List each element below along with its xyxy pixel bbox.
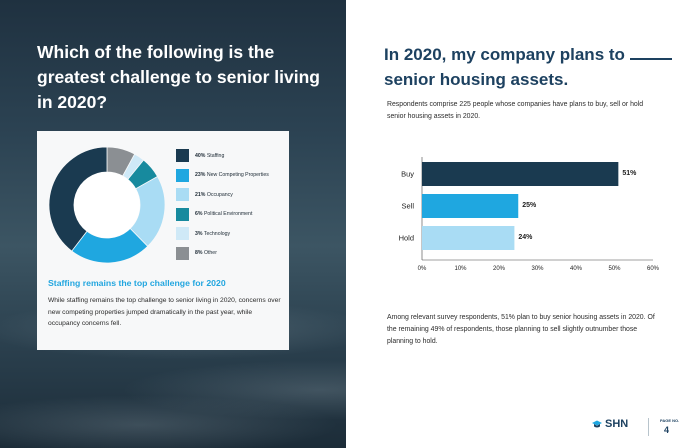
legend-item: 8% Other [176,246,269,260]
value-label: 25% [522,202,537,209]
legend-item: 40% Staffing [176,149,269,162]
donut-legend: 40% Staffing 23% New Competing Properties… [176,149,269,266]
card-body: While staffing remains the top challenge… [48,297,281,327]
chart-card: 40% Staffing 23% New Competing Properties… [37,131,289,350]
legend-percent: 21% [195,191,206,198]
legend-percent: 23% [195,172,206,178]
heading-line-2: senior housing assets. [384,70,569,89]
graduation-cap-icon [592,420,602,428]
category-label: Hold [399,234,414,243]
category-label: Buy [401,170,414,179]
right-heading: In 2020, my company plans to senior hous… [384,42,672,92]
legend-label: 23% New Competing Properties [195,172,269,178]
legend-percent: 8% [195,250,203,256]
legend-item: 6% Political Environment [176,207,269,221]
donut-chart [48,146,166,264]
donut-hole [74,172,140,238]
category-label: Sell [401,202,414,211]
page-label: PAGE NO. [660,418,680,423]
x-tick-label: 10% [454,266,467,272]
legend-item: 21% Occupancy [176,188,269,201]
left-panel: Which of the following is the greatest c… [0,0,346,448]
legend-item: 3% Technology [176,227,269,240]
legend-swatch [176,207,189,221]
card-heading: Staffing remains the top challenge for 2… [48,278,226,288]
value-label: 24% [518,234,533,241]
legend-label: 6% Political Environment [195,211,253,217]
legend-label: 40% Staffing [195,152,225,159]
shn-logo: SHN [592,418,628,430]
bar-hold [422,226,515,250]
legend-swatch [176,168,189,182]
legend-percent: 6% [195,211,203,217]
x-tick-label: 20% [493,266,506,272]
x-tick-label: 40% [570,266,583,272]
bar-sell [422,194,519,218]
legend-swatch [176,149,189,162]
x-tick-label: 0% [418,266,427,272]
legend-swatch [176,246,189,260]
legend-label: 21% Occupancy [195,191,233,198]
x-tick-label: 50% [608,266,621,272]
page-number: 4 [664,425,670,435]
legend-swatch [176,188,189,201]
legend-percent: 3% [195,230,203,237]
wave-decoration [0,395,340,448]
legend-item: 23% New Competing Properties [176,168,269,182]
bar-buy [422,162,619,186]
x-tick-label: 30% [531,266,544,272]
x-tick-label: 60% [647,266,660,272]
legend-label: 3% Technology [195,230,231,237]
legend-label: 8% Other [195,250,217,256]
bar-chart: Buy 51% Sell 25% Hold 24% 0% 10% 20% 30% 40% 50% 60% [399,157,660,272]
value-label: 51% [622,170,637,177]
logo-text: SHN [605,418,629,430]
left-heading: Which of the following is the greatest c… [37,42,320,112]
heading-line-1: In 2020, my company plans to [384,45,625,64]
summary-text: Among relevant survey respondents, 51% p… [387,314,655,346]
legend-percent: 40% [195,152,206,159]
footer-divider [648,418,649,436]
legend-swatch [176,227,189,240]
respondents-note: Respondents comprise 225 people whose co… [387,101,644,120]
fill-in-blank [629,44,672,60]
